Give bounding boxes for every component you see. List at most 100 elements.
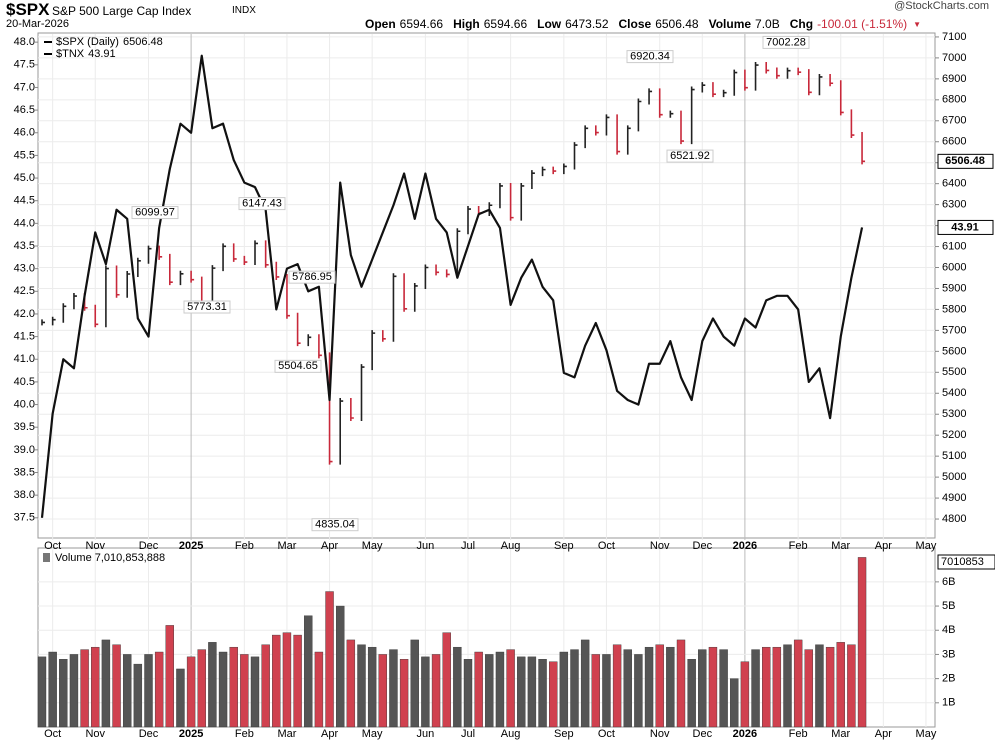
price-bar: [744, 69, 748, 91]
volume-bar: [591, 654, 600, 728]
annotation: 7002.28: [766, 36, 806, 48]
price-bar: [605, 114, 610, 136]
price-bar: [616, 114, 621, 155]
price-bar: [137, 257, 141, 278]
y-tick-label: 43.5: [14, 240, 35, 252]
annotation: 4835.04: [315, 519, 355, 531]
y-tick-label: 40.5: [14, 376, 35, 388]
price-bar: [850, 109, 855, 139]
quote-value: 6594.66: [483, 17, 528, 31]
y-tick-label: 41.5: [14, 331, 35, 343]
price-bar: [626, 125, 631, 155]
volume-bar: [282, 632, 292, 728]
x-tick-label: May: [362, 540, 383, 552]
y-tick-label: 38.0: [14, 489, 35, 501]
volume-bar: [186, 656, 196, 728]
x-tick-label: 2026: [733, 540, 757, 552]
volume-title: Volume 7,010,853,888: [55, 552, 165, 564]
volume-bar: [708, 646, 718, 728]
x-tick-label: Mar: [831, 540, 850, 552]
price-bar: [190, 270, 195, 283]
y-tick-label: 46.0: [14, 127, 35, 139]
x-tick-label: Dec: [139, 728, 159, 740]
volume-bar: [815, 644, 824, 728]
volume-bar: [527, 656, 537, 728]
x-tick-label: Mar: [277, 540, 296, 552]
volume-bar: [69, 654, 79, 728]
price-bar: [403, 273, 408, 312]
quote: Open 6594.66 High 6594.66 Low 6473.52 Close 650…: [365, 17, 921, 31]
volume-bar: [783, 644, 792, 728]
x-tick-label: Sep: [554, 728, 574, 740]
annotation: 6099.97: [135, 206, 175, 218]
x-tick-label: Mar: [831, 728, 850, 740]
index-name: S&P 500 Large Cap Index: [52, 4, 192, 18]
price-bar: [413, 282, 418, 312]
annotation: 5773.31: [187, 301, 227, 313]
price-bar: [456, 228, 461, 278]
volume-bar: [463, 659, 473, 728]
volume-bar: [357, 644, 366, 728]
price-bar: [232, 243, 237, 262]
annotation-box: [288, 270, 336, 284]
y2-tick-label: 5400: [942, 387, 966, 399]
y-tick-label: 40.0: [14, 398, 35, 410]
volume-bar: [122, 654, 132, 728]
y-tick-label: 41.0: [14, 353, 35, 365]
annotation-box: [238, 197, 286, 211]
volume-bar: [485, 654, 494, 728]
x-tick-label: Apr: [875, 728, 892, 740]
x-tick-label: Dec: [693, 540, 713, 552]
volume-bar: [389, 649, 398, 728]
x-tick-label: Jun: [417, 540, 435, 552]
volume-bar: [740, 661, 750, 728]
volume-bar: [272, 634, 281, 728]
price-bar: [786, 67, 791, 79]
volume-bar: [346, 639, 356, 728]
annotation-box: [762, 35, 810, 49]
annotation: 6920.34: [630, 50, 670, 62]
quote-label: Close: [618, 17, 652, 31]
volume-bar: [453, 646, 462, 728]
volume-bar: [623, 649, 632, 728]
price-bar: [680, 110, 684, 145]
annotation-box: [666, 149, 714, 163]
price-bar: [339, 398, 344, 465]
volume-bar: [250, 656, 260, 728]
price-bar: [147, 245, 152, 264]
y-tick-label: 42.0: [14, 308, 35, 320]
annotation: 6147.43: [242, 198, 282, 210]
y-tick-label: 45.5: [14, 149, 35, 161]
y2-tick-label: 7000: [942, 52, 966, 64]
annotation-box: [274, 359, 322, 373]
price-bar: [541, 166, 546, 177]
quote-label: Chg: [789, 17, 814, 31]
volume-bar: [144, 654, 153, 728]
volume-bar: [229, 646, 238, 728]
x-tick-label: Nov: [85, 728, 105, 740]
volume-bar: [612, 644, 622, 728]
y2-tick-label: 6700: [942, 115, 966, 127]
volume-bar: [431, 654, 441, 728]
legend-value: 6506.48: [123, 36, 163, 48]
price-bar: [94, 304, 99, 328]
volume-bar: [559, 651, 569, 728]
date: 20-Mar-2026: [6, 18, 69, 30]
annotation: 5786.95: [292, 271, 332, 283]
y2-tick-label: 5600: [942, 345, 966, 357]
price-bar: [839, 80, 844, 116]
volume-bar: [676, 639, 686, 728]
y-tick-label: 45.0: [14, 172, 35, 184]
volume-bar: [378, 654, 387, 728]
annotation-box: [131, 206, 179, 220]
quote-value: 6594.66: [399, 17, 444, 31]
y-tick-label: 4B: [942, 624, 955, 636]
quote-label: Volume: [708, 17, 752, 31]
y-tick-label: 39.5: [14, 421, 35, 433]
y-tick-label: 48.0: [14, 36, 35, 48]
volume-bar: [218, 651, 228, 728]
x-tick-label: Oct: [598, 728, 615, 740]
x-tick-label: Oct: [44, 728, 61, 740]
price-bar: [808, 69, 812, 96]
legend-name: $TNX: [56, 48, 85, 60]
